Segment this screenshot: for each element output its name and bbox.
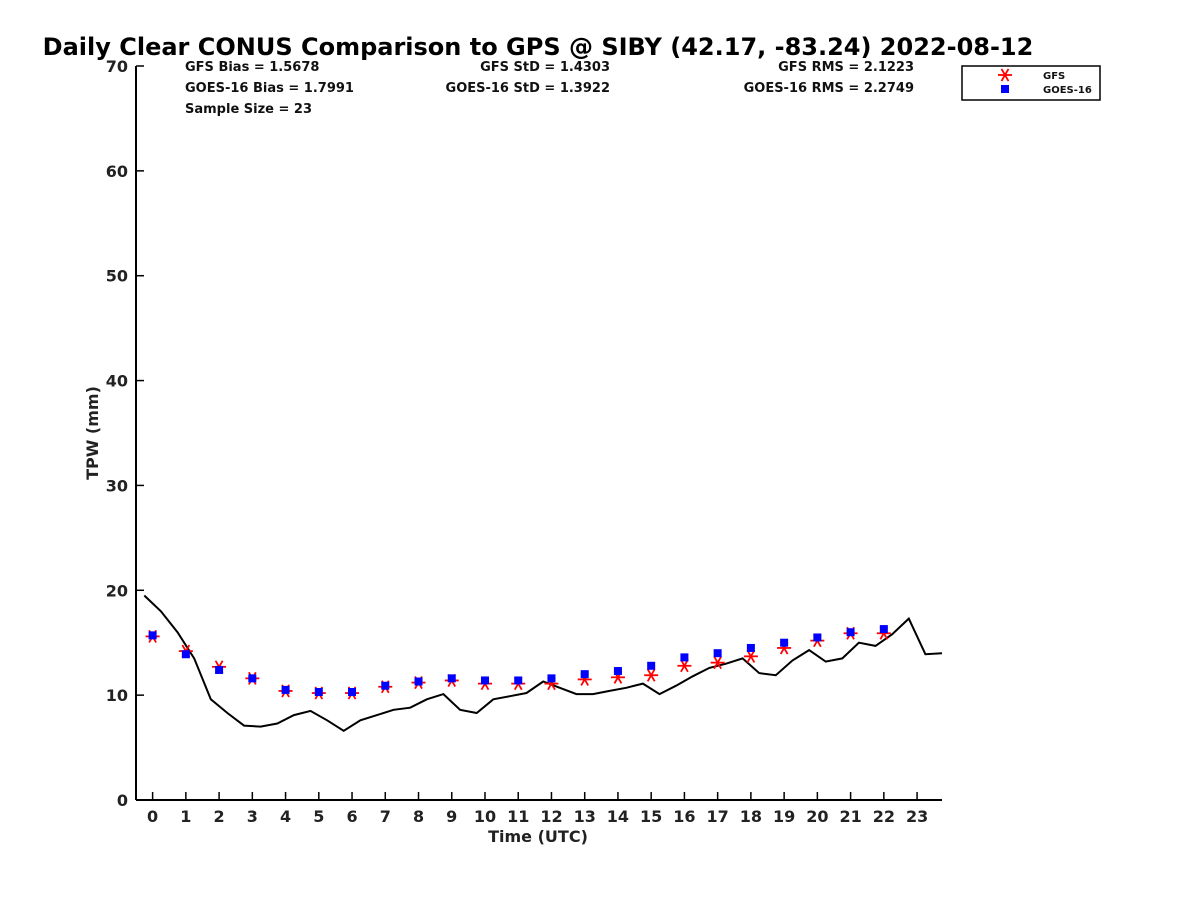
goes16-point: [514, 676, 523, 685]
goes16-point: [314, 687, 323, 696]
stat-annotation: GOES-16 RMS = 2.2749: [744, 81, 914, 96]
x-tick-label: 15: [640, 807, 662, 826]
x-tick-label: 7: [380, 807, 391, 826]
goes16-point: [846, 628, 855, 637]
goes16-point: [680, 653, 689, 662]
x-tick-label: 11: [507, 807, 529, 826]
y-tick-label: 20: [106, 581, 128, 600]
goes16-point: [879, 625, 888, 634]
stat-annotation: GOES-16 StD = 1.3922: [446, 81, 610, 96]
axes: [135, 66, 942, 801]
x-tick-label: 5: [313, 807, 324, 826]
y-tick-label: 70: [106, 57, 128, 76]
y-ticks: 0 10 20 30 40 50 60 70: [106, 57, 144, 810]
chart-title: Daily Clear CONUS Comparison to GPS @ SI…: [43, 33, 1034, 61]
goes16-point: [248, 674, 257, 683]
goes16-point: [580, 670, 589, 679]
x-tick-label: 1: [180, 807, 191, 826]
legend: GFS GOES-16: [961, 65, 1101, 101]
stat-annotation: Sample Size = 23: [185, 102, 312, 117]
x-tick-label: 14: [607, 807, 629, 826]
y-tick-label: 10: [106, 686, 128, 705]
stat-annotation: GOES-16 Bias = 1.7991: [185, 81, 354, 96]
goes16-point: [281, 685, 290, 694]
gfs-point: [677, 659, 692, 673]
goes16-point: [547, 674, 556, 683]
x-tick-label: 20: [806, 807, 828, 826]
gfs-point: [743, 649, 758, 663]
x-tick-label: 18: [740, 807, 762, 826]
goes16-point: [746, 643, 755, 652]
goes16-point: [647, 661, 656, 670]
x-tick-label: 22: [873, 807, 895, 826]
goes16-point: [780, 638, 789, 647]
y-axis-label: TPW (mm): [83, 386, 102, 480]
legend-goes16-marker: [1001, 85, 1009, 93]
x-tick-label: 10: [474, 807, 496, 826]
x-tick-label: 12: [540, 807, 562, 826]
x-tick-label: 4: [280, 807, 291, 826]
goes16-point: [613, 667, 622, 676]
goes16-point: [348, 687, 357, 696]
y-tick-label: 40: [106, 372, 128, 391]
x-axis-label: Time (UTC): [488, 827, 588, 846]
legend-label: GOES-16: [1043, 85, 1092, 96]
x-tick-label: 8: [413, 807, 424, 826]
goes16-point: [148, 631, 157, 640]
stats-annotations: GFS Bias = 1.5678 GFS StD = 1.4303 GFS RMS…: [185, 60, 914, 117]
x-tick-label: 6: [346, 807, 357, 826]
legend-gfs-marker: [998, 68, 1012, 82]
legend-box: [961, 65, 1101, 101]
x-tick-label: 19: [773, 807, 795, 826]
goes16-point: [813, 633, 822, 642]
gfs-point: [710, 656, 725, 670]
y-tick-label: 30: [106, 476, 128, 495]
y-tick-label: 0: [117, 791, 128, 810]
x-tick-label: 17: [707, 807, 729, 826]
x-tick-label: 2: [214, 807, 225, 826]
x-tick-label: 3: [247, 807, 258, 826]
plot-area: [143, 594, 943, 732]
legend-label: GFS: [1043, 71, 1065, 82]
goes16-point: [480, 676, 489, 685]
x-tick-label: 9: [446, 807, 457, 826]
goes16-point: [447, 674, 456, 683]
stat-annotation: GFS StD = 1.4303: [480, 60, 610, 75]
reference-line: [143, 594, 943, 732]
y-tick-label: 50: [106, 267, 128, 286]
x-tick-label: 0: [147, 807, 158, 826]
goes16-point: [414, 677, 423, 686]
goes16-point: [215, 665, 224, 674]
goes16-point: [181, 650, 190, 659]
x-tick-label: 13: [574, 807, 596, 826]
stat-annotation: GFS Bias = 1.5678: [185, 60, 319, 75]
goes16-point: [381, 681, 390, 690]
x-tick-label: 21: [839, 807, 861, 826]
gfs-point: [644, 668, 659, 682]
x-tick-label: 23: [906, 807, 928, 826]
x-ticks: 0 1 2 3 4 5 6 7 8 9 10 11 12 13 14 15 16 17 18 19 20 21 22 23: [147, 792, 928, 826]
stat-annotation: GFS RMS = 2.1223: [778, 60, 914, 75]
x-tick-label: 16: [673, 807, 695, 826]
y-tick-label: 60: [106, 162, 128, 181]
goes16-point: [713, 649, 722, 658]
